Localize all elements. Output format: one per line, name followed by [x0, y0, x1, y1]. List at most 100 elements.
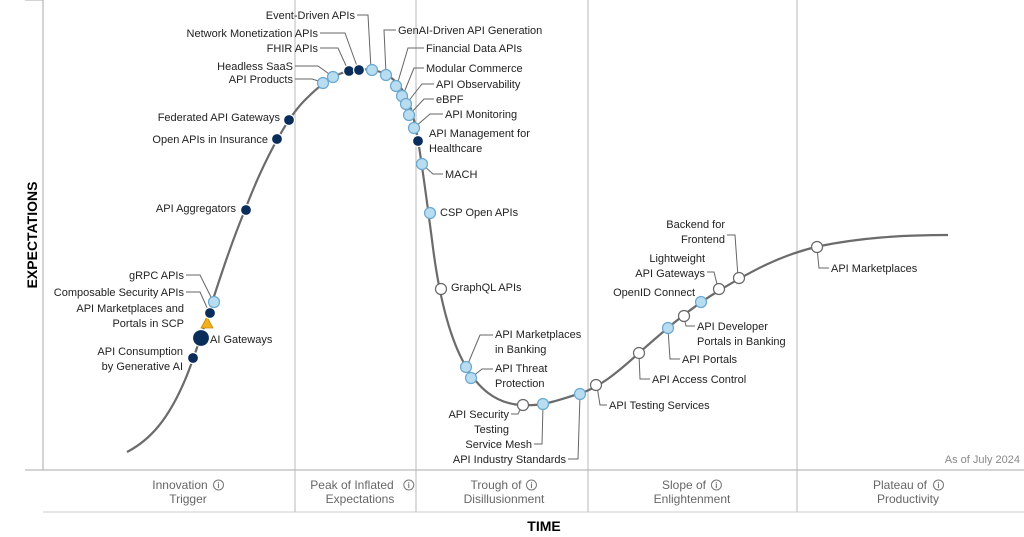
label-event-driven-apis: Event-Driven APIs: [266, 10, 356, 22]
marker-service-mesh[interactable]: [536, 397, 550, 411]
label-api-threat-protection: API Threat Protection: [495, 363, 547, 390]
marker-network-monetization-apis[interactable]: [352, 63, 366, 77]
marker-graphql-apis[interactable]: [434, 282, 448, 296]
leader-backend-for-frontend: [727, 234, 739, 278]
marker-composable-security-apis[interactable]: [203, 306, 217, 320]
phase-label-line2: Expectations: [326, 492, 395, 506]
marker-api-marketplaces-in-banking[interactable]: [459, 360, 473, 374]
label-composable-security-apis: Composable Security APIs: [54, 287, 185, 299]
label-api-aggregators: API Aggregators: [156, 203, 237, 215]
svg-text:i: i: [715, 481, 717, 490]
marker-federated-api-gateways[interactable]: [282, 113, 296, 127]
marker-financial-data-apis[interactable]: [389, 79, 403, 93]
marker-lightweight-api-gateways[interactable]: [712, 282, 726, 296]
phase-label-line2: Productivity: [877, 492, 939, 506]
label-financial-data-apis: Financial Data APIs: [426, 43, 522, 55]
marker-open-apis-in-insurance[interactable]: [270, 132, 284, 146]
label-api-portals: API Portals: [682, 354, 738, 366]
marker-mach[interactable]: [415, 157, 429, 171]
label-api-developer-portals-in-banking: API Developer Portals in Banking: [697, 321, 786, 348]
label-service-mesh: Service Mesh: [465, 439, 532, 451]
marker-csp-open-apis[interactable]: [423, 206, 437, 220]
marker-genai-driven-api-generation[interactable]: [379, 68, 393, 82]
info-icon[interactable]: i: [213, 479, 224, 491]
marker-api-consumption-by-generative-ai[interactable]: [186, 351, 200, 365]
leader-grpc-apis: [186, 274, 214, 302]
label-network-monetization-apis: Network Monetization APIs: [187, 28, 319, 40]
marker-api-access-control[interactable]: [632, 346, 646, 360]
label-api-products: API Products: [229, 74, 294, 86]
phase-label-line2: Enlightenment: [654, 492, 731, 506]
label-api-marketplaces-and-portals-in-scp: API Marketplaces and Portals in SCP: [76, 303, 184, 330]
marker-api-monitoring[interactable]: [407, 121, 421, 135]
marker-api-products[interactable]: [316, 76, 330, 90]
leader-network-monetization-apis: [320, 32, 359, 70]
phase-label-line2: Disillusionment: [464, 492, 545, 506]
leader-api-monitoring: [414, 113, 443, 128]
marker-api-security-testing[interactable]: [516, 398, 530, 412]
marker-event-driven-apis[interactable]: [365, 63, 379, 77]
marker-api-marketplaces-and-portals-in-scp[interactable]: [200, 316, 214, 329]
leader-api-access-control: [638, 353, 650, 380]
x-axis-title: TIME: [527, 518, 560, 534]
marker-grpc-apis[interactable]: [207, 295, 221, 309]
marker-backend-for-frontend[interactable]: [732, 271, 746, 285]
info-icon[interactable]: i: [403, 479, 415, 491]
leader-financial-data-apis: [396, 47, 424, 86]
marker-api-portals[interactable]: [661, 321, 675, 335]
leader-ebpf: [409, 98, 434, 115]
marker-api-marketplaces[interactable]: [810, 240, 824, 254]
leader-api-testing-services: [596, 385, 607, 406]
leader-composable-security-apis: [186, 291, 210, 313]
info-icon[interactable]: i: [933, 479, 944, 491]
marker-api-threat-protection[interactable]: [464, 371, 478, 385]
label-api-testing-services: API Testing Services: [609, 400, 710, 412]
label-api-monitoring: API Monitoring: [445, 109, 517, 121]
label-lightweight-api-gateways: Lightweight API Gateways: [635, 253, 705, 280]
svg-text:i: i: [530, 481, 532, 490]
label-ebpf: eBPF: [436, 94, 464, 106]
phase-label-line1: Slope of: [662, 478, 707, 492]
phase-label-line1: Trough of: [471, 478, 523, 492]
marker-ai-gateways[interactable]: [191, 328, 211, 348]
marker-api-industry-standards[interactable]: [573, 387, 587, 401]
as-of-date: As of July 2024: [945, 454, 1020, 466]
marker-api-management-for-healthcare[interactable]: [411, 134, 425, 148]
leader-api-portals: [667, 328, 680, 360]
marker-ebpf[interactable]: [402, 108, 416, 122]
marker-fhir-apis[interactable]: [342, 64, 356, 78]
info-icon[interactable]: i: [525, 479, 537, 491]
phase-label-line1: Innovation: [152, 478, 207, 492]
leader-fhir-apis: [320, 47, 349, 71]
label-api-access-control: API Access Control: [652, 374, 746, 386]
marker-api-developer-portals-in-banking[interactable]: [677, 309, 691, 323]
svg-text:i: i: [217, 481, 219, 490]
leader-lightweight-api-gateways: [707, 271, 719, 289]
label-open-apis-in-insurance: Open APIs in Insurance: [152, 134, 268, 146]
leader-modular-commerce: [402, 67, 424, 96]
y-axis-title: EXPECTATIONS: [24, 182, 40, 289]
marker-api-aggregators[interactable]: [239, 203, 253, 217]
label-mach: MACH: [445, 169, 477, 181]
marker-openid-connect[interactable]: [694, 295, 708, 309]
marker-headless-saas[interactable]: [326, 70, 340, 84]
label-grpc-apis: gRPC APIs: [129, 270, 185, 282]
label-api-industry-standards: API Industry Standards: [453, 454, 567, 466]
leader-api-marketplaces: [816, 247, 829, 269]
svg-text:i: i: [937, 481, 939, 490]
label-backend-for-frontend: Backend for Frontend: [666, 219, 725, 246]
label-api-management-for-healthcare: API Management for Healthcare: [429, 128, 530, 155]
label-fhir-apis: FHIR APIs: [267, 43, 319, 55]
marker-api-observability[interactable]: [399, 97, 413, 111]
marker-api-testing-services[interactable]: [589, 378, 603, 392]
label-ai-gateways: AI Gateways: [210, 334, 273, 346]
phase-label-line1: Plateau of: [873, 478, 928, 492]
info-icon[interactable]: i: [710, 479, 722, 491]
leader-headless-saas: [295, 65, 333, 77]
